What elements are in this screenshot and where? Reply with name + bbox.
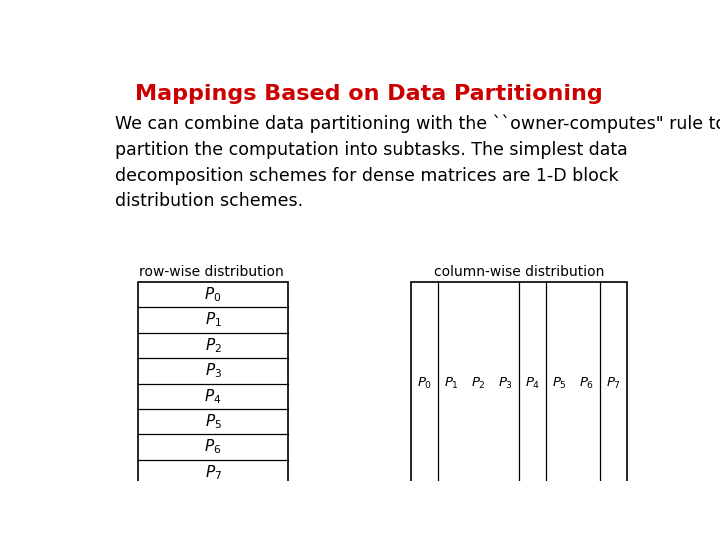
Text: $\mathit{P}_{7}$: $\mathit{P}_{7}$ (204, 463, 222, 482)
Bar (411, 282, 627, 485)
Text: $\mathit{P}_{1}$: $\mathit{P}_{1}$ (444, 376, 459, 391)
Text: $\mathit{P}_{6}$: $\mathit{P}_{6}$ (579, 376, 594, 391)
Text: column-wise distribution: column-wise distribution (434, 265, 604, 279)
Text: row-wise distribution: row-wise distribution (139, 265, 284, 279)
Text: $\mathit{P}_{2}$: $\mathit{P}_{2}$ (204, 336, 222, 355)
Text: Mappings Based on Data Partitioning: Mappings Based on Data Partitioning (135, 84, 603, 104)
Text: $\mathit{P}_{1}$: $\mathit{P}_{1}$ (204, 310, 222, 329)
Text: $\mathit{P}_{6}$: $\mathit{P}_{6}$ (204, 438, 222, 456)
Text: $\mathit{P}_{3}$: $\mathit{P}_{3}$ (204, 361, 222, 380)
Text: $\mathit{P}_{0}$: $\mathit{P}_{0}$ (417, 376, 433, 391)
Text: $\mathit{P}_{0}$: $\mathit{P}_{0}$ (204, 285, 222, 304)
Text: $\mathit{P}_{4}$: $\mathit{P}_{4}$ (204, 387, 222, 406)
Text: $\mathit{P}_{5}$: $\mathit{P}_{5}$ (552, 376, 567, 391)
Text: $\mathit{P}_{5}$: $\mathit{P}_{5}$ (204, 413, 222, 431)
Text: $\mathit{P}_{3}$: $\mathit{P}_{3}$ (498, 376, 513, 391)
Bar (138, 282, 288, 485)
Text: We can combine data partitioning with the ``owner-computes" rule to
partition th: We can combine data partitioning with th… (115, 115, 720, 211)
Text: $\mathit{P}_{4}$: $\mathit{P}_{4}$ (525, 376, 540, 391)
Text: $\mathit{P}_{7}$: $\mathit{P}_{7}$ (606, 376, 621, 391)
Text: $\mathit{P}_{2}$: $\mathit{P}_{2}$ (472, 376, 486, 391)
